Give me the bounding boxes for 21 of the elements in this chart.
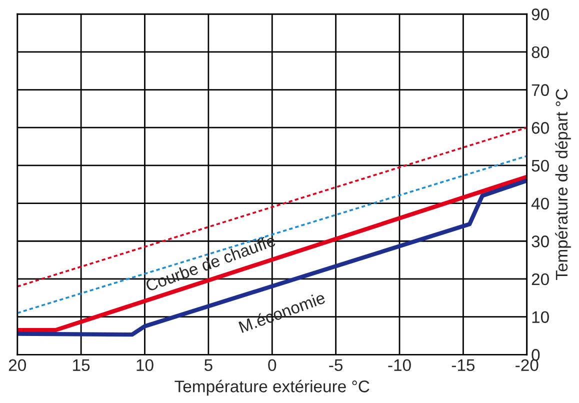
x-tick-label: 10 [136,359,154,372]
y-tick-label: 40 [531,198,549,210]
y-tick-label: 60 [532,122,549,134]
y-tick-label: 50 [532,160,549,172]
y-axis-title: Température de départ °C [555,89,571,280]
y-tick-label: 10 [532,311,549,324]
x-tick-label: 20 [8,359,26,372]
y-tick-label: 80 [532,46,549,58]
x-axis-title: Température extérieure °C [174,380,370,396]
y-tick-label: 30 [532,236,549,248]
x-tick-label: -10 [388,359,411,372]
x-tick-label: -15 [452,359,475,372]
y-tick-label: 70 [532,84,549,96]
annotation: Courbe de chauffe [144,234,276,292]
y-tick-label: 20 [532,273,549,286]
x-tick-label: -20 [516,359,538,372]
x-tick-label: 15 [73,359,90,372]
x-tick-label: 0 [268,359,276,372]
x-tick-label: 5 [204,359,212,372]
x-tick-label: -5 [329,359,343,372]
y-tick-label: 90 [532,8,549,20]
